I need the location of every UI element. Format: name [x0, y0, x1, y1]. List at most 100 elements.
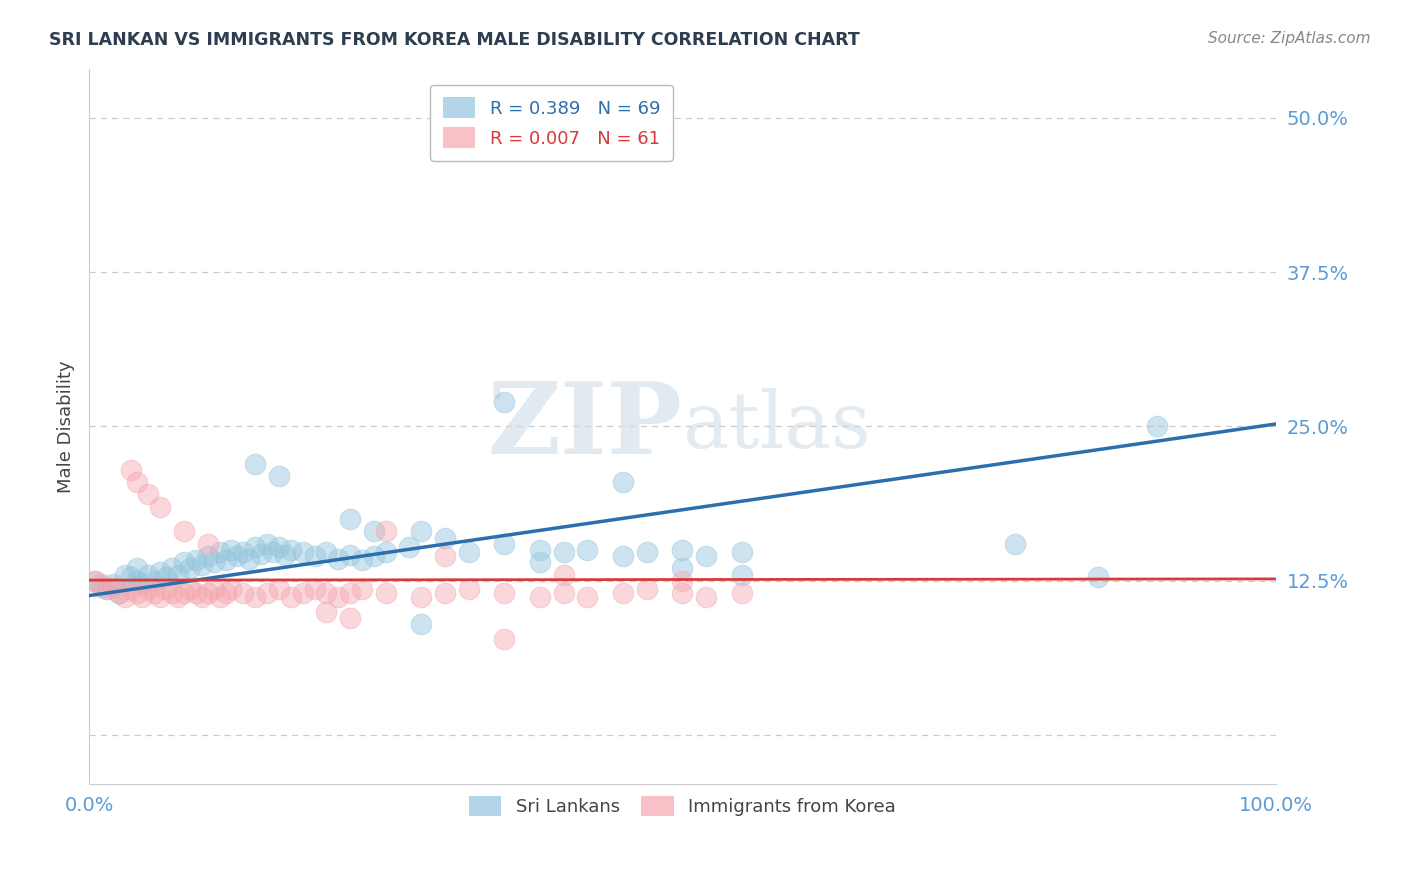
Point — [167, 567, 190, 582]
Point — [695, 549, 717, 563]
Point — [434, 531, 457, 545]
Point — [291, 586, 314, 600]
Point — [553, 545, 575, 559]
Point — [107, 586, 129, 600]
Point — [328, 590, 350, 604]
Point — [267, 468, 290, 483]
Point — [529, 590, 551, 604]
Point — [160, 561, 183, 575]
Point — [494, 394, 516, 409]
Point — [1004, 537, 1026, 551]
Point — [101, 577, 124, 591]
Point — [374, 524, 396, 539]
Point — [149, 565, 172, 579]
Point — [114, 567, 136, 582]
Point — [101, 580, 124, 594]
Point — [529, 555, 551, 569]
Point — [155, 570, 177, 584]
Point — [202, 555, 225, 569]
Point — [173, 524, 195, 539]
Point — [262, 545, 284, 559]
Point — [125, 561, 148, 575]
Point — [339, 586, 361, 600]
Point — [363, 549, 385, 563]
Point — [155, 582, 177, 597]
Point — [730, 586, 752, 600]
Point — [350, 553, 373, 567]
Point — [612, 586, 634, 600]
Point — [179, 561, 201, 575]
Point — [179, 582, 201, 597]
Point — [90, 580, 112, 594]
Point — [197, 586, 219, 600]
Point — [494, 586, 516, 600]
Point — [238, 551, 260, 566]
Point — [120, 570, 142, 584]
Point — [173, 586, 195, 600]
Point — [398, 541, 420, 555]
Point — [1087, 570, 1109, 584]
Point — [120, 463, 142, 477]
Point — [457, 545, 479, 559]
Point — [494, 632, 516, 646]
Point — [434, 586, 457, 600]
Point — [197, 537, 219, 551]
Point — [250, 547, 273, 561]
Point — [149, 500, 172, 514]
Point — [131, 577, 153, 591]
Point — [529, 542, 551, 557]
Point — [339, 548, 361, 562]
Point — [214, 586, 236, 600]
Y-axis label: Male Disability: Male Disability — [58, 360, 75, 492]
Text: atlas: atlas — [682, 389, 872, 465]
Point — [84, 574, 107, 588]
Point — [695, 590, 717, 604]
Point — [612, 549, 634, 563]
Point — [208, 545, 231, 559]
Point — [363, 524, 385, 539]
Point — [553, 567, 575, 582]
Point — [120, 582, 142, 597]
Point — [671, 586, 693, 600]
Point — [138, 567, 160, 582]
Point — [328, 551, 350, 566]
Point — [202, 582, 225, 597]
Point — [214, 553, 236, 567]
Point — [243, 457, 266, 471]
Point — [315, 605, 337, 619]
Point — [411, 524, 433, 539]
Point — [671, 542, 693, 557]
Point — [671, 561, 693, 575]
Point — [434, 549, 457, 563]
Point — [304, 549, 326, 563]
Point — [107, 586, 129, 600]
Point — [576, 542, 599, 557]
Point — [274, 548, 297, 562]
Point — [291, 545, 314, 559]
Point — [114, 590, 136, 604]
Point — [457, 582, 479, 597]
Point — [315, 586, 337, 600]
Point — [184, 586, 207, 600]
Point — [374, 545, 396, 559]
Point — [315, 545, 337, 559]
Point — [84, 574, 107, 588]
Point — [553, 586, 575, 600]
Point — [125, 574, 148, 588]
Text: ZIP: ZIP — [488, 378, 682, 475]
Point — [208, 590, 231, 604]
Point — [96, 582, 118, 597]
Text: SRI LANKAN VS IMMIGRANTS FROM KOREA MALE DISABILITY CORRELATION CHART: SRI LANKAN VS IMMIGRANTS FROM KOREA MALE… — [49, 31, 860, 49]
Point — [125, 475, 148, 489]
Point — [1146, 419, 1168, 434]
Point — [267, 541, 290, 555]
Point — [167, 590, 190, 604]
Point — [191, 558, 214, 572]
Point — [149, 590, 172, 604]
Point — [671, 574, 693, 588]
Point — [612, 475, 634, 489]
Point — [339, 512, 361, 526]
Point — [90, 577, 112, 591]
Point — [221, 582, 243, 597]
Point — [143, 586, 166, 600]
